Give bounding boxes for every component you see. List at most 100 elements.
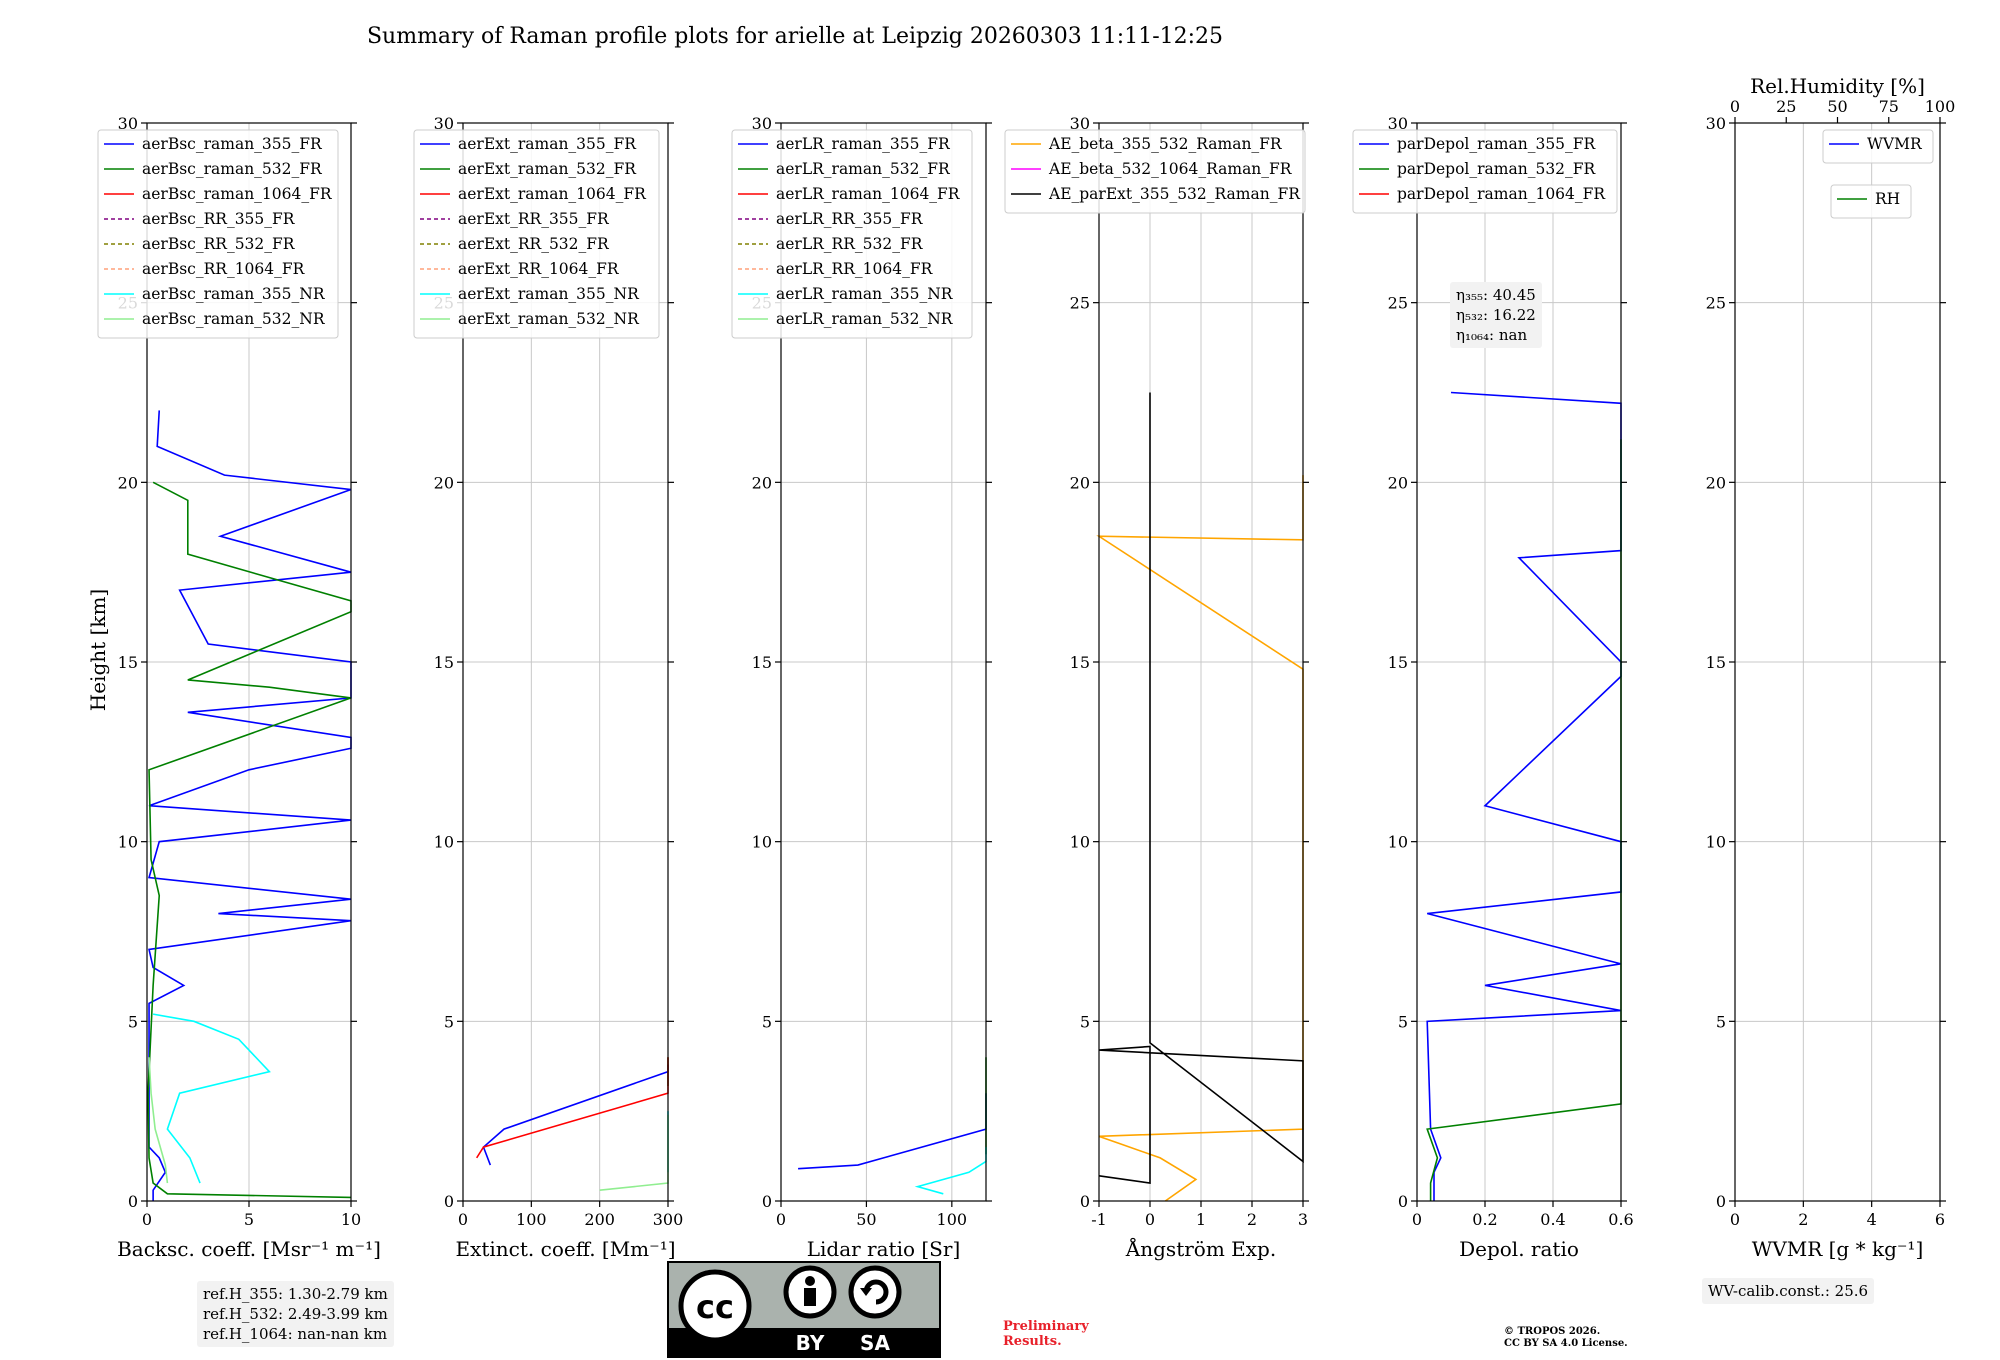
y-tick-label: 25 — [1070, 294, 1090, 313]
copyright-line-2: CC BY SA 4.0 License. — [1504, 1338, 1628, 1349]
x-axis-label: WVMR [g * kg⁻¹] — [1752, 1237, 1924, 1261]
x-tick-label: 2 — [1247, 1210, 1257, 1229]
y-tick-label: 25 — [1706, 294, 1726, 313]
legend-entry: aerLR_RR_1064_FR — [776, 260, 934, 278]
series-parDepol_raman_532_FR — [1426, 439, 1622, 1201]
ref-height-1064: ref.H_1064: nan-nan km — [203, 1325, 388, 1343]
legend-entry: aerLR_RR_355_FR — [776, 210, 924, 228]
legend-entry: aerExt_raman_1064_FR — [458, 185, 647, 203]
x-tick-label: 4 — [1867, 1210, 1877, 1229]
legend-entry: aerBsc_RR_532_FR — [142, 235, 296, 253]
x-axis-label: Lidar ratio [Sr] — [807, 1237, 961, 1261]
series-aerBsc_raman_532_FR — [147, 481, 352, 1199]
legend-entry: aerExt_raman_355_FR — [458, 135, 637, 153]
x-tick-label: 0 — [1730, 1210, 1740, 1229]
legend-entry: AE_parExt_355_532_Raman_FR — [1048, 185, 1301, 203]
x-tick-label: 0 — [142, 1210, 152, 1229]
y-tick-label: 30 — [1070, 114, 1090, 133]
legend-entry: parDepol_raman_355_FR — [1397, 135, 1597, 153]
legend-entry: aerBsc_raman_355_NR — [142, 285, 326, 303]
y-tick-label: 10 — [1070, 833, 1090, 852]
legend: parDepol_raman_355_FR parDepol_raman_532_… — [1352, 129, 1618, 214]
eta-355: η₃₅₅: 40.45 — [1456, 286, 1536, 304]
legend-entry: aerLR_raman_532_NR — [776, 310, 954, 328]
y-tick-label: 20 — [1706, 473, 1726, 492]
y-tick-label: 30 — [1706, 114, 1726, 133]
legend-entry: aerBsc_raman_532_FR — [142, 160, 323, 178]
cc-by-label: BY — [796, 1331, 825, 1355]
x-tick-label: 0.4 — [1540, 1210, 1565, 1229]
x-tick-label: 0 — [1412, 1210, 1422, 1229]
y-tick-label: 5 — [1716, 1012, 1726, 1031]
y-tick-label: 15 — [434, 653, 454, 672]
y-tick-label: 5 — [1398, 1012, 1408, 1031]
legend-entry: aerExt_RR_355_FR — [458, 210, 610, 228]
ref-height-532: ref.H_532: 2.49-3.99 km — [203, 1305, 388, 1323]
legend: WVMR — [1822, 129, 1934, 164]
legend: AE_beta_355_532_Raman_FR AE_beta_532_1064… — [1004, 129, 1306, 214]
y-tick-label: 30 — [118, 114, 138, 133]
x-tick-label: 100 — [937, 1210, 968, 1229]
preliminary-line-1: Preliminary — [1003, 1319, 1089, 1334]
reference-height-box: ref.H_355: 1.30-2.79 km ref.H_532: 2.49-… — [197, 1281, 394, 1347]
x-tick-label: 0.2 — [1472, 1210, 1497, 1229]
x-tick-label: 300 — [653, 1210, 684, 1229]
legend-entry: AE_beta_532_1064_Raman_FR — [1048, 160, 1293, 178]
figure-title: Summary of Raman profile plots for ariel… — [367, 24, 1223, 49]
x-axis-label: Backsc. coeff. [Msr⁻¹ m⁻¹] — [117, 1237, 381, 1261]
panel-extinction: 0510152025300100200300Extinct. coeff. [M… — [413, 114, 684, 1261]
x-axis-label: Extinct. coeff. [Mm⁻¹] — [455, 1237, 675, 1261]
series-aerExt_raman_1064_FR — [475, 1057, 669, 1159]
legend-entry: aerLR_raman_1064_FR — [776, 185, 961, 203]
legend-entry: aerBsc_RR_1064_FR — [142, 260, 306, 278]
legend-entry: aerExt_raman_532_FR — [458, 160, 637, 178]
x-tick-label: 0.6 — [1608, 1210, 1633, 1229]
x-tick-label: 0 — [458, 1210, 468, 1229]
legend: aerBsc_raman_355_FR aerBsc_raman_532_FRae… — [97, 129, 339, 339]
y-tick-label: 15 — [118, 653, 138, 672]
legend-box — [731, 129, 973, 339]
x-tick-label: 50 — [856, 1210, 876, 1229]
legend-box — [1004, 129, 1306, 214]
y-tick-label: 25 — [1388, 294, 1408, 313]
legend-box — [1830, 184, 1912, 219]
y-tick-label: 10 — [434, 833, 454, 852]
y-tick-label: 15 — [1706, 653, 1726, 672]
legend: RH — [1830, 184, 1912, 219]
legend-entry: parDepol_raman_1064_FR — [1397, 185, 1606, 203]
eta-532: η₅₃₂: 16.22 — [1456, 306, 1536, 324]
y-tick-label: 30 — [434, 114, 454, 133]
legend: aerExt_raman_355_FR aerExt_raman_532_FRae… — [413, 129, 660, 339]
ref-height-355: ref.H_355: 1.30-2.79 km — [203, 1285, 388, 1303]
legend-entry: aerLR_raman_355_FR — [776, 135, 951, 153]
cc-sa-label: SA — [860, 1331, 890, 1355]
y-tick-label: 30 — [1388, 114, 1408, 133]
legend-entry: aerLR_RR_532_FR — [776, 235, 924, 253]
y-tick-label: 15 — [1070, 653, 1090, 672]
legend-entry: RH — [1875, 190, 1900, 208]
y-tick-label: 20 — [752, 473, 772, 492]
legend-entry: aerBsc_RR_355_FR — [142, 210, 296, 228]
y-tick-label: 0 — [1716, 1192, 1726, 1211]
y-tick-label: 0 — [1080, 1192, 1090, 1211]
x-tick-label: 10 — [341, 1210, 361, 1229]
legend-entry: aerExt_raman_355_NR — [458, 285, 640, 303]
x-tick-label: 0 — [776, 1210, 786, 1229]
copyright-note: © TROPOS 2026. CC BY SA 4.0 License. — [1504, 1326, 1628, 1350]
x-tick-label: 6 — [1935, 1210, 1945, 1229]
cc-icon — [678, 1269, 752, 1343]
legend-box — [1352, 129, 1618, 214]
top-x-tick-label: 0 — [1730, 97, 1740, 116]
y-tick-label: 5 — [762, 1012, 772, 1031]
panel-lidar-ratio: 051015202530050100Lidar ratio [Sr]aerLR_… — [731, 114, 992, 1261]
top-x-axis-label: Rel.Humidity [%] — [1750, 74, 1925, 98]
series-aerExt_raman_532_NR — [599, 1114, 669, 1192]
y-tick-label: 20 — [118, 473, 138, 492]
x-tick-label: 0 — [1145, 1210, 1155, 1229]
copyright-line-1: © TROPOS 2026. — [1504, 1326, 1601, 1337]
x-axis-label: Depol. ratio — [1459, 1237, 1579, 1261]
top-x-tick-label: 100 — [1925, 97, 1956, 116]
preliminary-line-2: Results. — [1003, 1334, 1062, 1349]
y-tick-label: 0 — [128, 1192, 138, 1211]
svg-text:cc: cc — [696, 1288, 734, 1326]
